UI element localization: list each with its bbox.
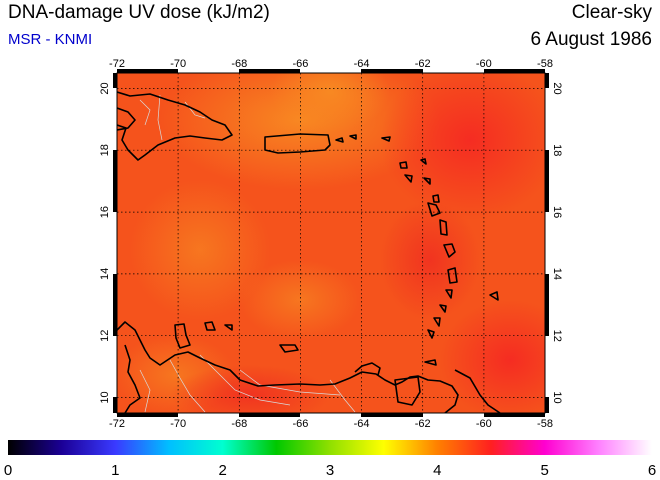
colorbar-tick-label: 5 — [540, 462, 548, 479]
colorbar-labels: 0 1 2 3 4 5 6 — [4, 462, 656, 479]
longitude-tick-label: -64 — [354, 58, 370, 70]
graticule — [117, 73, 545, 413]
latitude-tick-label: 10 — [99, 391, 111, 403]
latitude-tick-label: 12 — [99, 330, 111, 342]
credit-label: MSR - KNMI — [8, 31, 93, 48]
longitude-tick-label: -66 — [292, 58, 308, 70]
longitude-tick-label: -66 — [292, 418, 308, 430]
latitude-tick-label: 10 — [551, 391, 563, 403]
uv-dose-field — [117, 73, 545, 413]
latitude-tick-label: 20 — [551, 82, 563, 94]
longitude-tick-label: -72 — [109, 418, 125, 430]
latitude-tick-label: 20 — [99, 82, 111, 94]
longitude-tick-label: -58 — [537, 418, 553, 430]
colorbar-tick-label: 4 — [433, 462, 441, 479]
latitude-tick-label: 18 — [99, 144, 111, 156]
map-frame — [113, 69, 549, 417]
longitude-tick-label: -70 — [170, 58, 186, 70]
longitude-tick-label: -62 — [415, 58, 431, 70]
colorbar — [8, 440, 652, 455]
longitude-tick-label: -68 — [231, 418, 247, 430]
longitude-tick-label: -72 — [109, 58, 125, 70]
date-label: 6 August 1986 — [530, 29, 653, 50]
latitude-tick-label: 14 — [551, 268, 563, 280]
colorbar-tick-label: 0 — [4, 462, 12, 479]
longitude-tick-label: -60 — [476, 418, 492, 430]
latitude-labels-right: 10 12 14 16 18 20 — [551, 82, 563, 403]
longitude-tick-label: -70 — [170, 418, 186, 430]
latitude-tick-label: 16 — [551, 206, 563, 218]
longitude-tick-label: -60 — [476, 58, 492, 70]
longitude-labels-bottom: -72 -70 -68 -66 -64 -62 -60 -58 — [109, 418, 553, 430]
colorbar-tick-label: 6 — [648, 462, 656, 479]
longitude-tick-label: -58 — [537, 58, 553, 70]
latitude-tick-label: 16 — [99, 206, 111, 218]
longitude-labels-top: -72 -70 -68 -66 -64 -62 -60 -58 — [109, 58, 553, 70]
longitude-tick-label: -62 — [415, 418, 431, 430]
colorbar-tick-label: 2 — [218, 462, 226, 479]
map-title: DNA-damage UV dose (kJ/m2) — [8, 2, 270, 23]
latitude-labels-left: 10 12 14 16 18 20 — [99, 82, 111, 403]
coastlines — [117, 91, 501, 413]
latitude-tick-label: 14 — [99, 268, 111, 280]
colorbar-tick-label: 3 — [326, 462, 334, 479]
latitude-tick-label: 12 — [551, 330, 563, 342]
longitude-tick-label: -68 — [231, 58, 247, 70]
latitude-tick-label: 18 — [551, 144, 563, 156]
sky-condition-label: Clear-sky — [571, 2, 652, 23]
colorbar-tick-label: 1 — [111, 462, 119, 479]
longitude-tick-label: -64 — [354, 418, 370, 430]
